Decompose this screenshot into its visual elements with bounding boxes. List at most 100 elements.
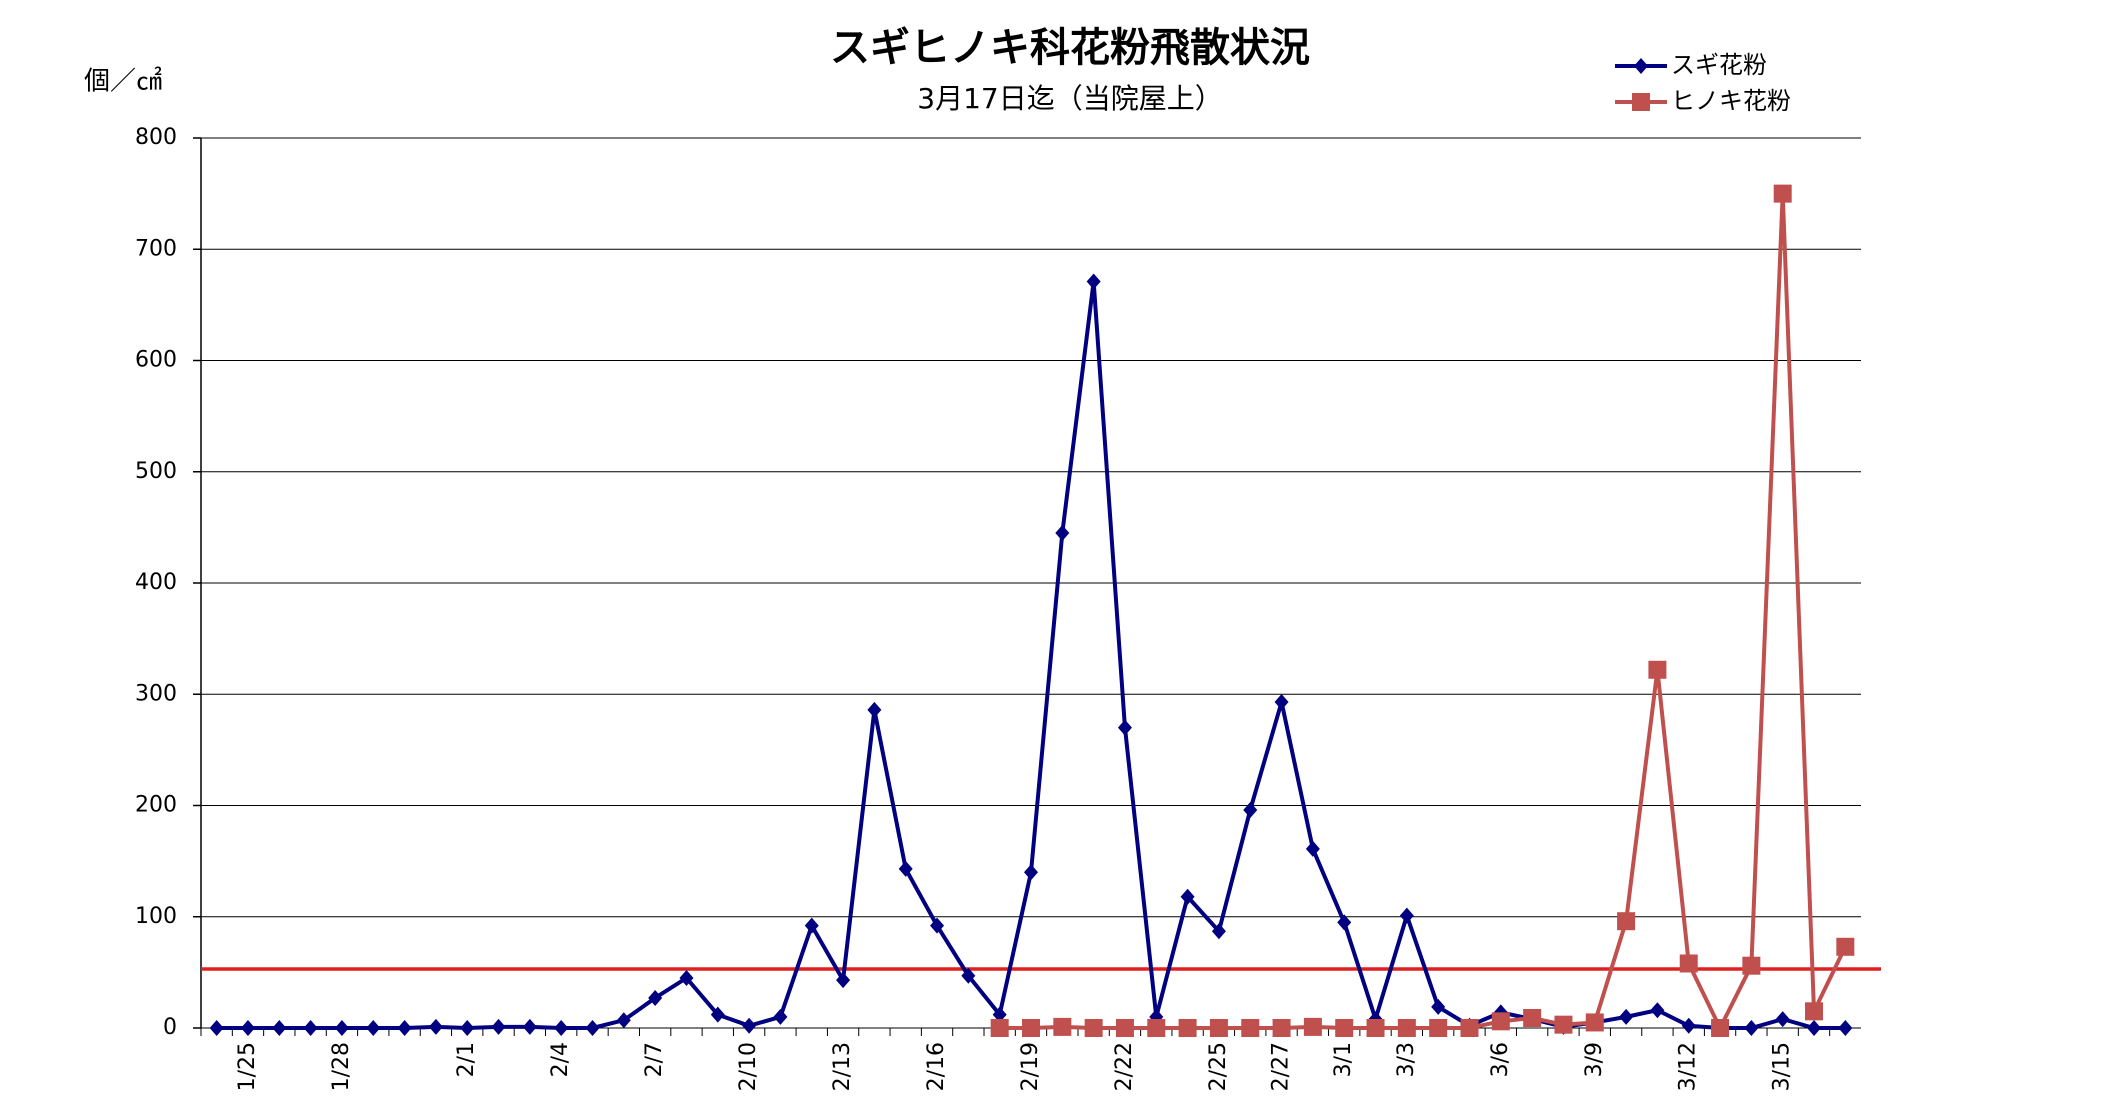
y-axis-label: 個／㎠ — [84, 67, 162, 97]
marker — [1180, 888, 1195, 905]
marker — [1022, 1019, 1040, 1037]
marker — [1053, 1017, 1072, 1036]
marker — [616, 1012, 631, 1029]
marker — [1429, 1019, 1448, 1037]
marker — [648, 989, 663, 1006]
x-tick-label: 3/3 — [1394, 1042, 1419, 1077]
marker — [522, 1018, 537, 1035]
x-tick-label: 2/13 — [830, 1042, 855, 1091]
marker — [1773, 184, 1792, 203]
marker — [554, 1020, 569, 1036]
marker — [992, 1006, 1007, 1023]
legend-label: スギ花粉 — [1671, 51, 1767, 79]
x-tick-label: 2/10 — [736, 1042, 761, 1091]
x-tick-label: 2/19 — [1018, 1042, 1043, 1091]
x-tick-label: 1/25 — [235, 1042, 260, 1091]
marker — [366, 1020, 381, 1036]
series-line — [999, 193, 1848, 1033]
x-tick-label: 2/16 — [924, 1042, 949, 1091]
marker — [1366, 1019, 1385, 1037]
marker — [1617, 912, 1636, 931]
marker — [1807, 1020, 1822, 1036]
marker — [209, 1020, 224, 1036]
marker — [1681, 1017, 1696, 1034]
x-tick-label: 2/4 — [548, 1042, 573, 1077]
marker — [1838, 1020, 1853, 1036]
y-tick-label: 500 — [135, 459, 177, 484]
marker — [1619, 1008, 1634, 1025]
x-tick-label: 2/1 — [454, 1042, 479, 1077]
y-tick-label: 400 — [135, 570, 177, 595]
x-tick-label: 2/27 — [1269, 1042, 1294, 1091]
x-tick-label: 2/22 — [1112, 1042, 1137, 1091]
marker — [1650, 1002, 1665, 1019]
marker — [1585, 1013, 1604, 1032]
marker — [1460, 1019, 1479, 1037]
marker — [1243, 801, 1258, 818]
marker — [1632, 93, 1650, 111]
marker — [460, 1020, 475, 1036]
marker — [1147, 1019, 1166, 1037]
marker — [1805, 1002, 1824, 1021]
marker — [303, 1020, 318, 1036]
marker — [1679, 954, 1698, 973]
x-tick-label: 1/28 — [329, 1042, 354, 1091]
marker — [1115, 1019, 1134, 1037]
marker — [428, 1018, 443, 1035]
marker — [961, 967, 976, 984]
marker — [742, 1017, 757, 1034]
marker — [1554, 1015, 1573, 1034]
marker — [679, 969, 694, 986]
marker — [804, 917, 819, 934]
x-tick-label: 3/12 — [1676, 1042, 1701, 1091]
marker — [836, 972, 851, 989]
x-tick-label: 3/15 — [1770, 1042, 1795, 1091]
marker — [1209, 1019, 1228, 1037]
marker — [990, 1019, 1009, 1037]
series-line — [216, 281, 1846, 1031]
marker — [1775, 1011, 1790, 1028]
marker — [710, 1006, 725, 1023]
x-tick-label: 2/7 — [642, 1042, 667, 1077]
marker — [930, 917, 945, 934]
marker — [1431, 998, 1446, 1015]
marker — [773, 1008, 788, 1025]
marker — [240, 1020, 255, 1036]
marker — [898, 860, 913, 877]
marker — [1305, 840, 1320, 857]
marker — [1397, 1019, 1416, 1037]
marker — [867, 701, 882, 718]
marker — [491, 1018, 506, 1035]
marker — [1211, 923, 1226, 940]
marker — [1836, 937, 1855, 956]
chart-subtitle: 3月17日迄（当院屋上） — [917, 82, 1222, 115]
marker — [1024, 864, 1038, 881]
marker — [397, 1020, 412, 1036]
x-tick-label: 3/1 — [1331, 1042, 1356, 1077]
marker — [334, 1020, 349, 1036]
legend-label: ヒノキ花粉 — [1671, 87, 1791, 115]
marker — [1335, 1019, 1354, 1037]
marker — [1648, 660, 1667, 679]
marker — [1523, 1008, 1542, 1027]
marker — [1491, 1012, 1510, 1031]
y-tick-label: 800 — [135, 125, 177, 150]
marker — [1399, 907, 1414, 924]
marker — [1055, 524, 1070, 541]
marker — [1084, 1019, 1103, 1037]
x-tick-label: 2/25 — [1206, 1042, 1231, 1091]
marker — [1744, 1020, 1759, 1036]
y-tick-label: 700 — [135, 236, 177, 261]
marker — [1711, 1019, 1730, 1037]
y-tick-label: 0 — [163, 1015, 177, 1040]
marker — [272, 1020, 287, 1036]
marker — [1742, 956, 1761, 975]
marker — [1086, 273, 1101, 290]
marker — [1303, 1017, 1322, 1036]
y-tick-label: 200 — [135, 793, 177, 818]
x-tick-label: 3/9 — [1582, 1042, 1607, 1077]
marker — [1178, 1019, 1197, 1037]
y-tick-label: 300 — [135, 681, 177, 706]
marker — [1274, 694, 1289, 711]
